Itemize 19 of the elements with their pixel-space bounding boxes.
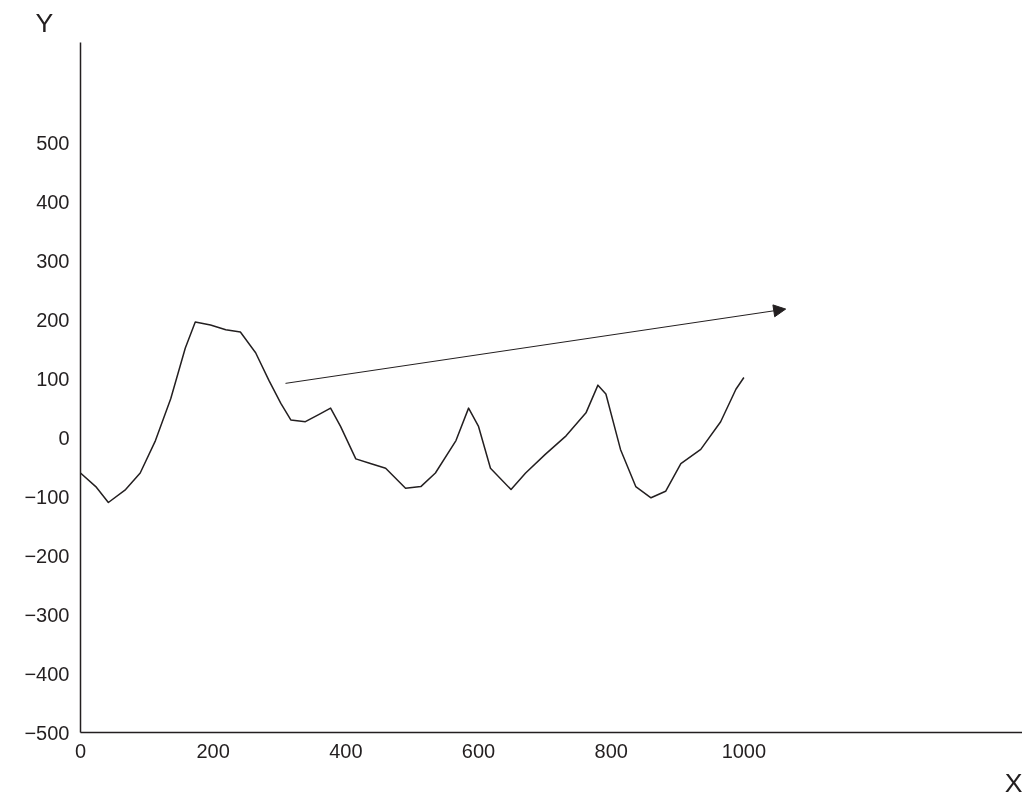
x-tick-label: 0 <box>74 739 87 762</box>
y-tick-label: 200 <box>36 308 70 331</box>
x-tick-label: 1000 <box>721 739 767 762</box>
y-tick-label: −500 <box>24 721 70 744</box>
y-tick-label: 300 <box>36 249 70 272</box>
y-tick-label: −400 <box>24 662 70 685</box>
x-tick-label: 200 <box>196 739 230 762</box>
y-tick-label: 400 <box>36 190 70 213</box>
x-axis-title: X <box>1004 767 1022 798</box>
y-tick-label: −300 <box>24 603 70 626</box>
x-tick-label: 600 <box>461 739 496 762</box>
y-tick-label: −200 <box>24 544 70 567</box>
y-tick-label: 100 <box>36 367 70 390</box>
y-axis-title: Y <box>35 7 54 38</box>
x-tick-label: 800 <box>594 739 628 762</box>
y-tick-label: −100 <box>24 485 70 508</box>
y-tick-label: 0 <box>58 426 70 449</box>
y-tick-label: 500 <box>36 131 70 154</box>
x-tick-label: 400 <box>329 739 363 762</box>
